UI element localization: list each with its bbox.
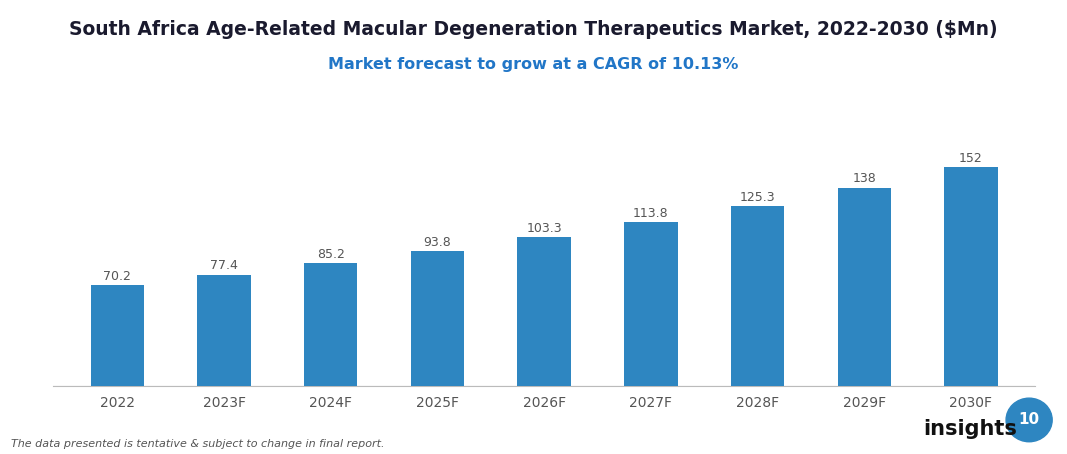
Bar [517, 237, 571, 386]
Text: 113.8: 113.8 [633, 207, 669, 220]
Circle shape [1006, 398, 1052, 442]
Text: Market forecast to grow at a CAGR of 10.13%: Market forecast to grow at a CAGR of 10.… [329, 57, 738, 72]
Bar [304, 263, 357, 386]
Bar [197, 275, 251, 386]
Text: 93.8: 93.8 [424, 236, 451, 249]
Text: 10: 10 [1019, 412, 1039, 428]
Text: 77.4: 77.4 [210, 260, 238, 272]
Text: 125.3: 125.3 [739, 191, 776, 203]
Bar [731, 206, 784, 386]
Bar [944, 168, 998, 386]
Text: 152: 152 [959, 152, 983, 165]
Bar [91, 285, 144, 386]
Bar [838, 188, 891, 386]
Text: insights: insights [923, 419, 1017, 439]
Text: The data presented is tentative & subject to change in final report.: The data presented is tentative & subjec… [11, 439, 384, 449]
Text: 85.2: 85.2 [317, 248, 345, 261]
Text: South Africa Age-Related Macular Degeneration Therapeutics Market, 2022-2030 ($M: South Africa Age-Related Macular Degener… [69, 20, 998, 39]
Text: 138: 138 [853, 173, 876, 185]
Bar [411, 251, 464, 386]
Text: 70.2: 70.2 [103, 270, 131, 283]
Bar [624, 222, 678, 386]
Text: 103.3: 103.3 [526, 222, 562, 235]
